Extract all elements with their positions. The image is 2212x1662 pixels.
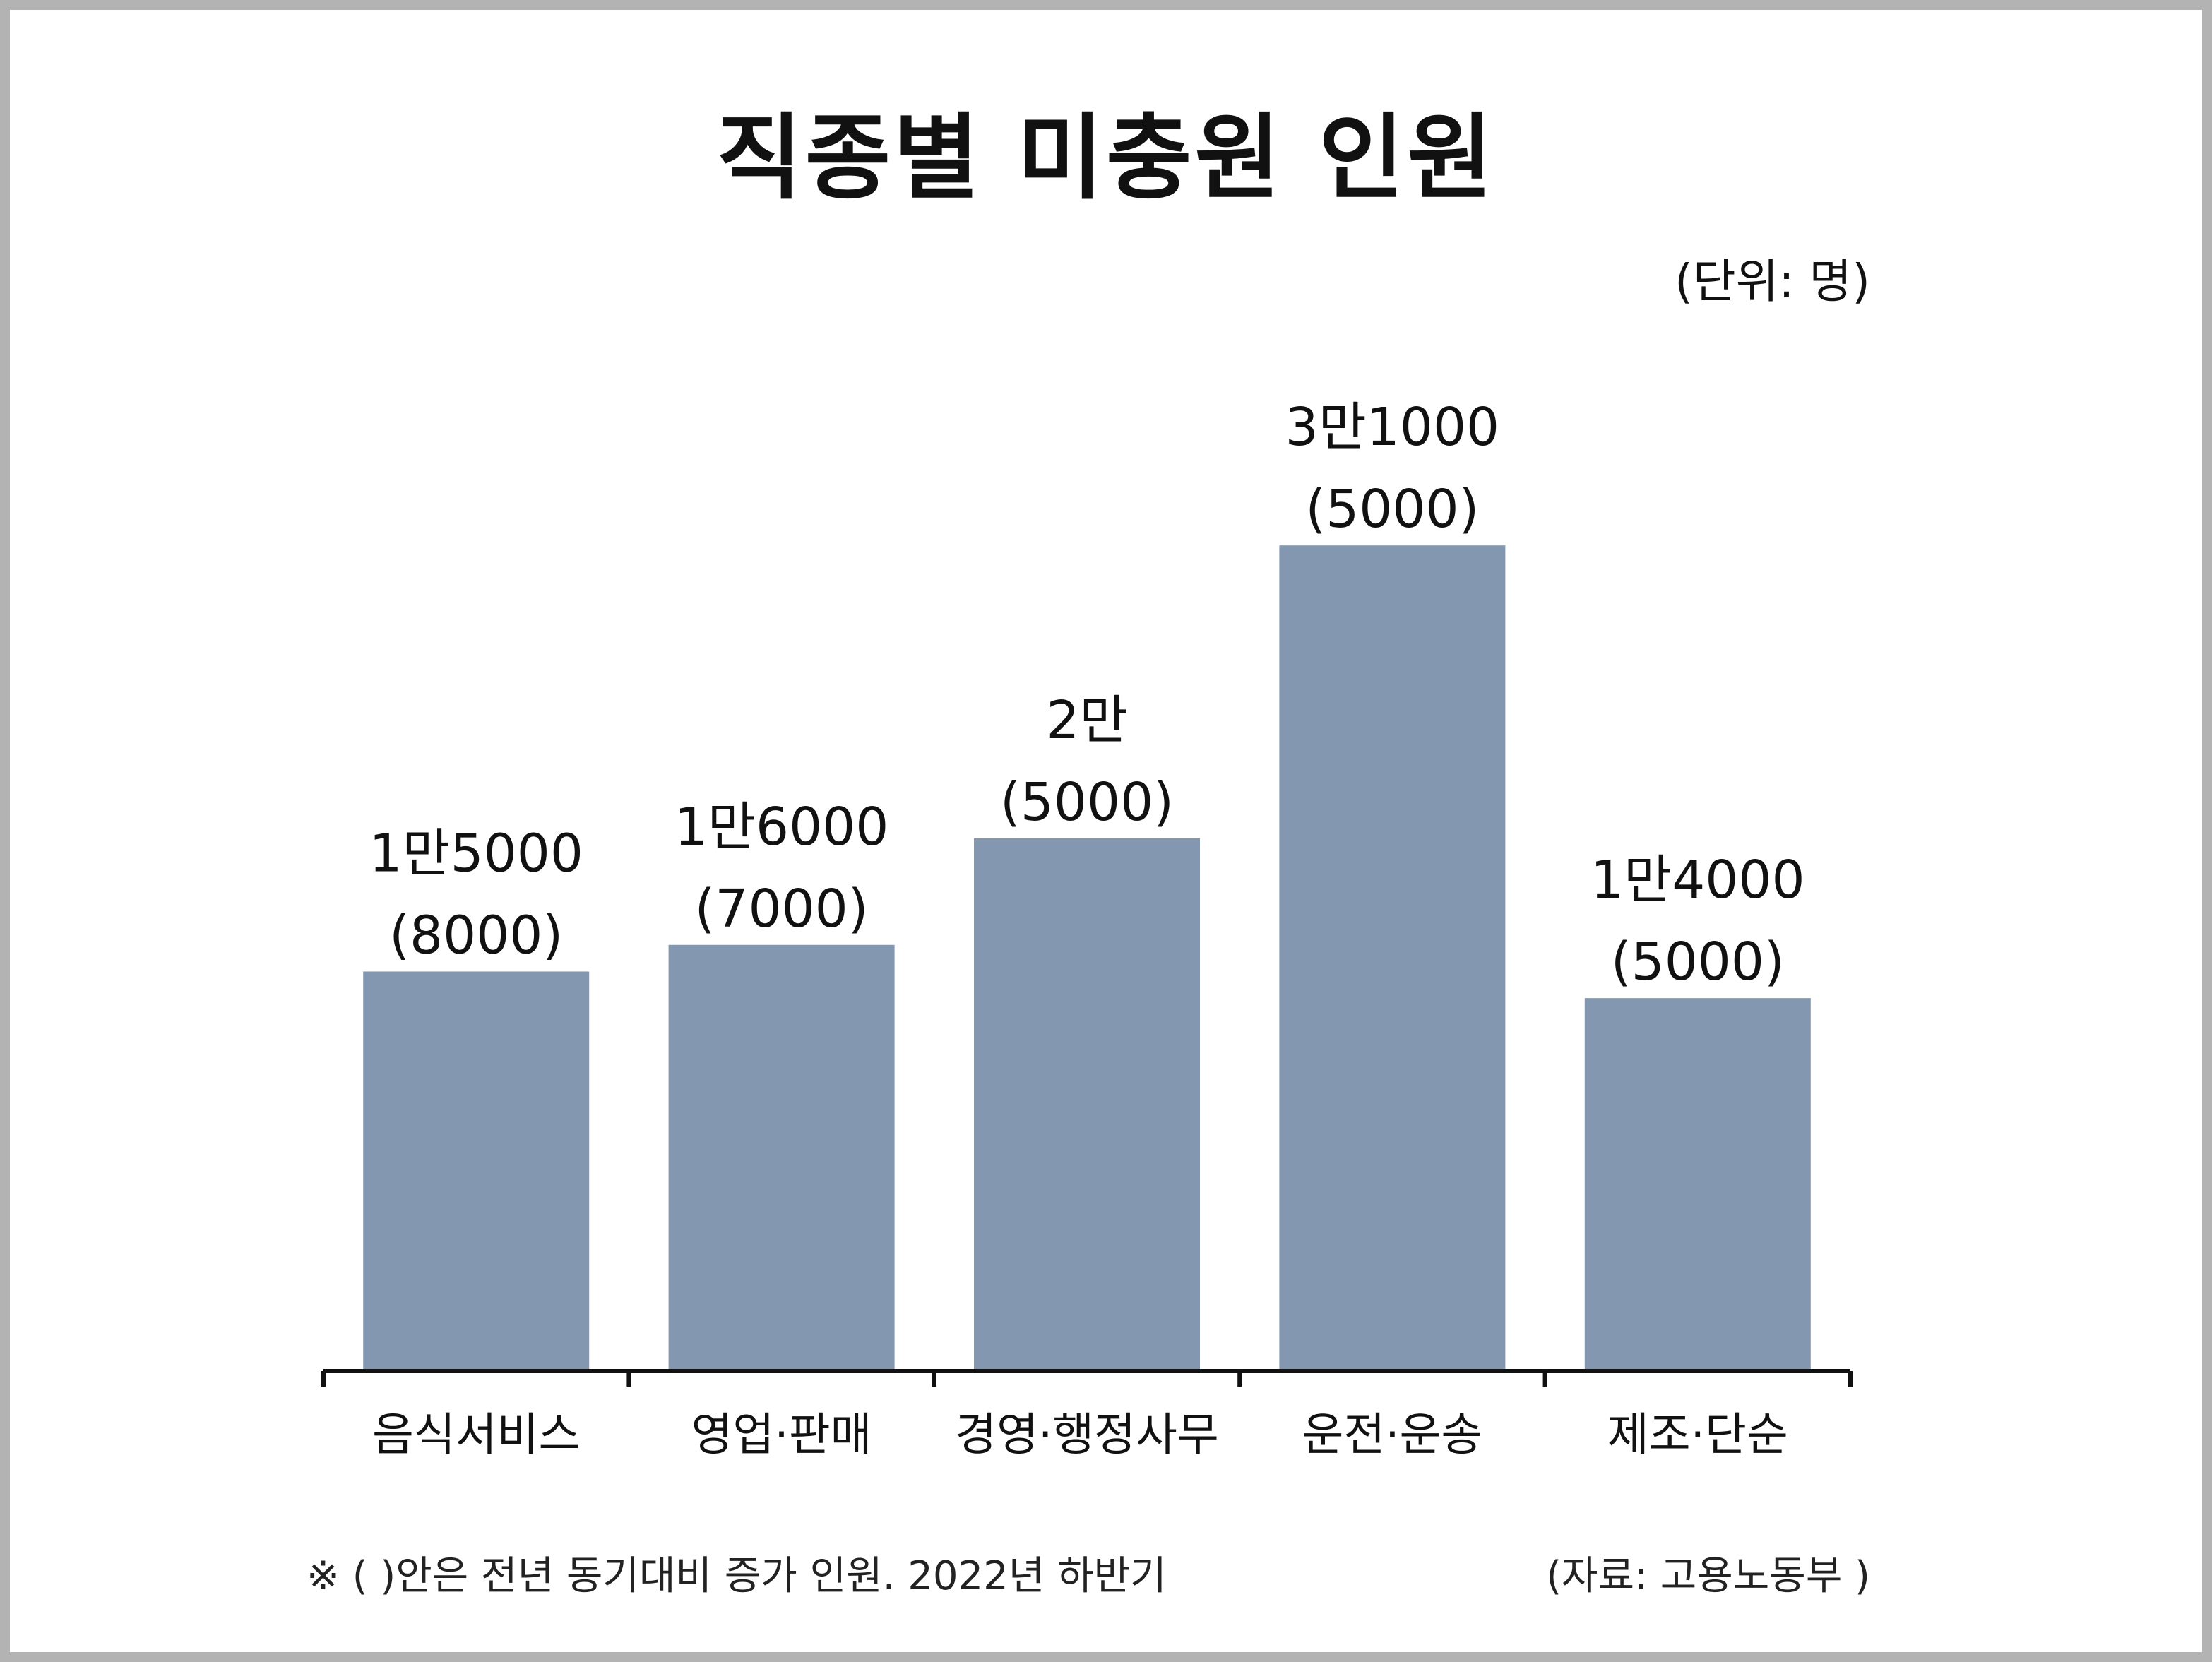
- increase-label: (7000): [695, 879, 869, 939]
- increase-label: (5000): [1000, 772, 1174, 833]
- data-label: 1만4000: [1590, 850, 1805, 910]
- chart-title: 직종별 미충원 인원: [716, 104, 1496, 213]
- data-label: 1만6000: [674, 797, 889, 857]
- increase-label: (8000): [389, 905, 563, 966]
- bar-chart: 1만5000 (8000) 음식서비스 1만6000 (7000) 영업·판매 2만 (500…: [321, 397, 1853, 1461]
- x-tick-label: 운전·운송: [1302, 1409, 1482, 1461]
- data-label: 3만1000: [1285, 397, 1500, 458]
- data-label: 1만5000: [369, 823, 583, 884]
- bar: [668, 944, 895, 1371]
- x-tick-label: 경영·행정사무: [955, 1409, 1219, 1461]
- source-note: (자료: 고용노동부 ): [1546, 1553, 1870, 1599]
- bar: [363, 971, 590, 1371]
- x-tick-label: 영업·판매: [691, 1409, 872, 1461]
- bar: [974, 838, 1200, 1371]
- increase-label: (5000): [1611, 932, 1785, 992]
- unit-label: (단위: 명): [1675, 254, 1870, 309]
- x-tick-label: 제조·단순: [1607, 1409, 1788, 1461]
- increase-label: (5000): [1305, 479, 1479, 540]
- bar: [1584, 998, 1811, 1371]
- chart-footnote: ※ ( )안은 전년 동기대비 증가 인원. 2022년 하반기: [307, 1553, 1167, 1599]
- data-label: 2만: [1046, 690, 1127, 751]
- x-tick-label: 음식서비스: [372, 1409, 580, 1461]
- bar: [1279, 545, 1506, 1371]
